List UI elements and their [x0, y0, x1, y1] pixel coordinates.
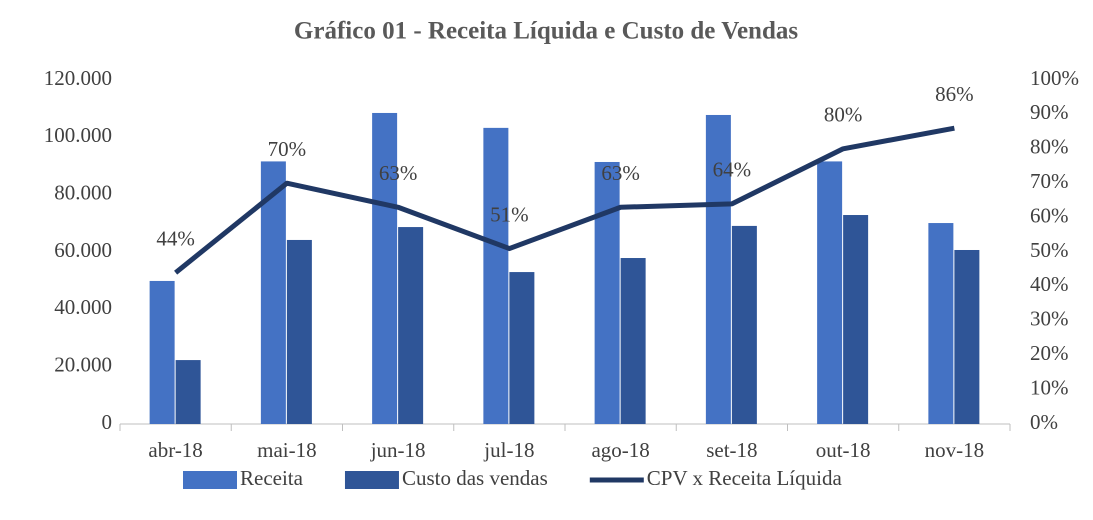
bar: [731, 225, 757, 424]
y-tick-label: 100.000: [44, 123, 112, 147]
y-tick-label: 80.000: [54, 180, 112, 204]
y-tick-label: 0: [102, 410, 113, 434]
data-label: 63%: [601, 161, 640, 185]
legend-swatch: [344, 471, 399, 489]
line: [174, 125, 955, 275]
bar: [954, 249, 980, 424]
y2-tick-label: 40%: [1030, 272, 1069, 296]
bar: [260, 161, 286, 424]
data-label: 64%: [713, 158, 752, 182]
bar: [594, 161, 620, 424]
y2-tick-label: 50%: [1030, 238, 1069, 262]
data-label: 80%: [824, 103, 863, 127]
y2-tick-label: 30%: [1030, 307, 1069, 331]
x-tick-label: abr-18: [148, 438, 202, 462]
legend-swatch: [183, 471, 237, 489]
bar: [705, 114, 731, 425]
bar: [620, 258, 646, 424]
y2-tick-label: 20%: [1030, 341, 1069, 365]
y2-tick-label: 10%: [1030, 375, 1069, 399]
bar: [928, 223, 954, 424]
y-tick-label: 60.000: [54, 238, 112, 262]
bar: [817, 161, 843, 424]
x-tick-label: out-18: [816, 438, 871, 462]
bar: [509, 272, 535, 424]
data-label: 86%: [935, 82, 974, 106]
bar: [372, 112, 398, 424]
legend-label: Custo das vendas: [402, 466, 548, 490]
bar: [149, 280, 175, 424]
y2-tick-label: 100%: [1030, 66, 1079, 90]
x-tick-label: mai-18: [257, 438, 316, 462]
legend-label: Receita: [240, 466, 304, 490]
bar: [843, 215, 869, 424]
y2-tick-label: 0%: [1030, 410, 1058, 434]
bar: [483, 127, 509, 424]
data-label: 63%: [379, 161, 418, 185]
y2-tick-label: 80%: [1030, 135, 1069, 159]
data-label: 51%: [490, 202, 529, 226]
x-tick-label: set-18: [706, 438, 757, 462]
y-tick-label: 120.000: [44, 66, 112, 90]
y2-tick-label: 70%: [1030, 169, 1069, 193]
y2-tick-label: 90%: [1030, 100, 1069, 124]
bar: [286, 239, 312, 424]
x-tick-label: nov-18: [925, 438, 985, 462]
y-tick-label: 20.000: [54, 352, 112, 376]
legend-label: CPV x Receita Líquida: [647, 466, 843, 490]
data-label: 70%: [268, 137, 307, 161]
bar: [175, 360, 201, 424]
chart-title: Gráfico 01 - Receita Líquida e Custo de …: [294, 18, 798, 45]
x-tick-label: jul-18: [483, 438, 534, 462]
y-tick-label: 40.000: [54, 295, 112, 319]
data-label: 44%: [156, 226, 195, 250]
x-tick-label: jun-18: [370, 438, 426, 462]
x-tick-label: ago-18: [591, 438, 649, 462]
y2-tick-label: 60%: [1030, 203, 1069, 227]
bar: [398, 227, 424, 424]
